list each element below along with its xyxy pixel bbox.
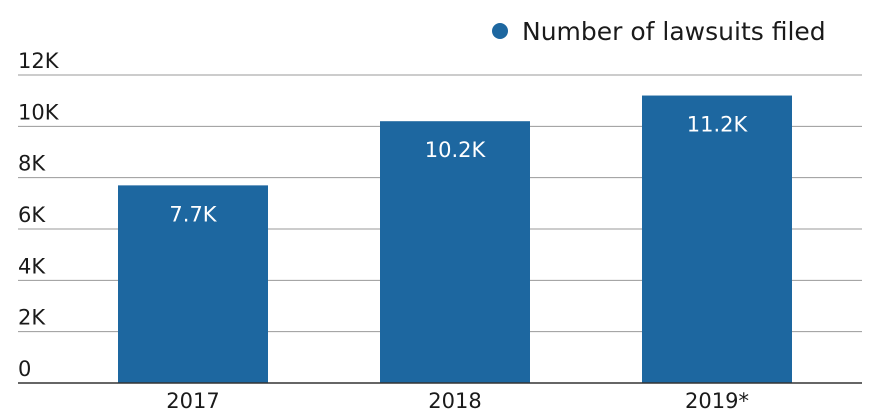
x-axis-ticks: 2017 2018 2019*: [166, 389, 749, 413]
bar: [380, 121, 530, 383]
bar-value-label: 7.7K: [169, 202, 217, 226]
y-tick-label: 6K: [18, 203, 46, 227]
bar-value-label: 10.2K: [425, 138, 487, 162]
x-tick-label: 2018: [428, 389, 481, 413]
legend: Number of lawsuits filed: [492, 17, 826, 46]
bars: [118, 95, 792, 384]
bar: [118, 185, 268, 383]
legend-swatch: [492, 23, 508, 39]
y-tick-label: 10K: [18, 100, 60, 124]
bar-value-label: 11.2K: [687, 113, 749, 137]
legend-label: Number of lawsuits filed: [522, 17, 826, 46]
x-tick-label: 2017: [166, 389, 219, 413]
y-tick-label: 4K: [18, 254, 46, 278]
y-tick-label: 2K: [18, 306, 46, 330]
y-tick-label: 0: [18, 357, 31, 381]
bar-value-labels: 7.7K 10.2K 11.2K: [169, 113, 748, 227]
y-tick-label: 8K: [18, 152, 46, 176]
y-axis-ticks: 0 2K 4K 6K 8K 10K 12K: [18, 49, 60, 381]
bar: [642, 95, 792, 384]
y-tick-label: 12K: [18, 49, 60, 73]
x-tick-label: 2019*: [685, 389, 749, 413]
